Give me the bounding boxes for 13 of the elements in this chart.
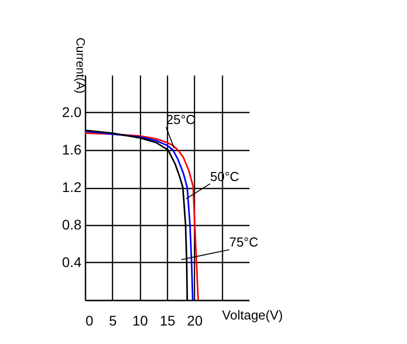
y-tick-label: 2.0 <box>62 104 82 120</box>
x-tick-label: 20 <box>187 312 203 328</box>
y-tick-label: 0.4 <box>62 254 82 270</box>
annotation: 75°C <box>229 234 258 250</box>
x-axis-title: Voltage(V) <box>222 308 283 322</box>
y-axis-title: Current(A) <box>74 37 88 94</box>
y-tick-label: 1.6 <box>62 142 82 158</box>
x-tick-label: 0 <box>86 312 94 328</box>
x-tick-label: 10 <box>132 312 148 328</box>
y-tick-label: 0.8 <box>62 216 82 232</box>
y-tick-label: 1.2 <box>62 179 82 195</box>
x-tick-label: 15 <box>160 312 176 328</box>
x-tick-label: 5 <box>108 312 117 328</box>
